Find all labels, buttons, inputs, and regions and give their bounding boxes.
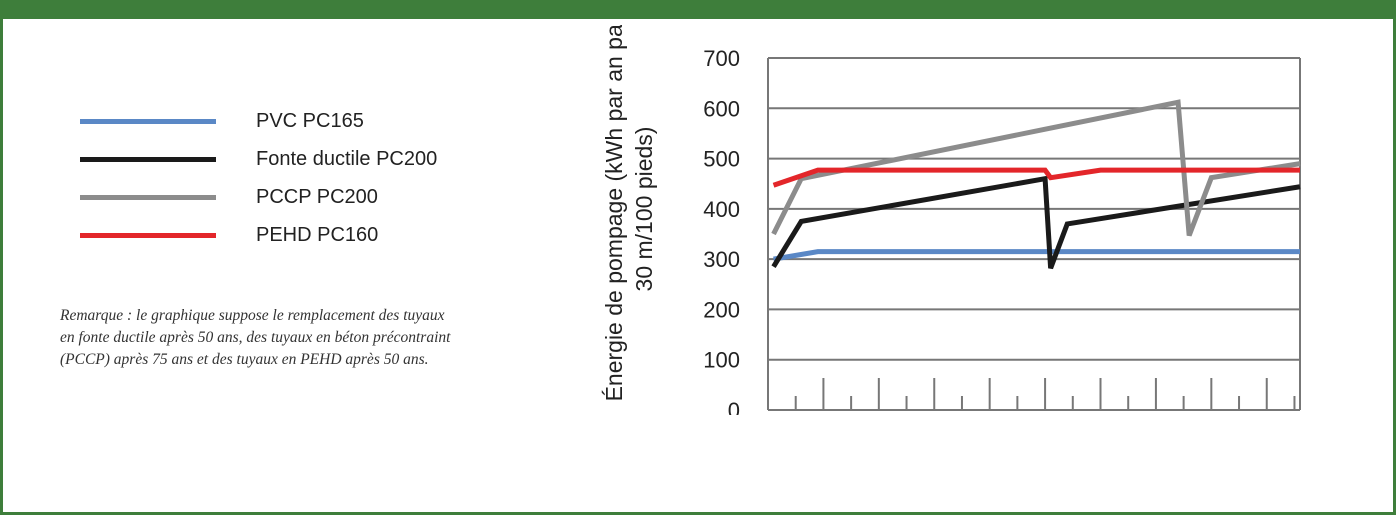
chart-note: Remarque : le graphique suppose le rempl… (60, 305, 550, 371)
legend-label-pvc: PVC PC165 (256, 110, 364, 132)
y-tick-label-200: 200 (703, 297, 740, 322)
note-line-3: (PCCP) après 75 ans et des tuyaux en PEH… (60, 351, 429, 368)
note-line-2: en fonte ductile après 50 ans, des tuyau… (60, 329, 451, 346)
y-tick-label-700: 700 (703, 46, 740, 71)
y-tick-label-100: 100 (703, 348, 740, 373)
legend-label-pccp: PCCP PC200 (256, 186, 378, 208)
note-line-1: Remarque : le graphique suppose le rempl… (60, 307, 445, 324)
y-tick-label-600: 600 (703, 96, 740, 121)
legend-swatch-pccp (80, 195, 216, 200)
series-line-0 (773, 249, 1300, 262)
legend-label-pehd: PEHD PC160 (256, 224, 379, 246)
y-tick-label-300: 300 (703, 247, 740, 272)
legend-item-pccp: PCCP PC200 (80, 182, 560, 212)
y-axis-title-line-1: Énergie de pompage (kWh par an par (601, 25, 627, 401)
y-tick-label-400: 400 (703, 197, 740, 222)
legend-label-ductile: Fonte ductile PC200 (256, 148, 438, 170)
y-tick-label-0: 0 (728, 398, 740, 415)
y-axis-title-line-2: 30 m/100 pieds) (631, 127, 657, 292)
legend-item-pehd: PEHD PC160 (80, 220, 560, 250)
series-line-1 (771, 175, 1301, 270)
legend-item-ductile: Fonte ductile PC200 (80, 144, 560, 174)
legend-swatch-pvc (80, 119, 216, 124)
legend-swatch-ductile (80, 157, 216, 162)
series-line-3 (772, 167, 1300, 188)
legend-item-pvc: PVC PC165 (80, 106, 560, 136)
legend-swatch-pehd (80, 233, 216, 238)
energy-line-chart: 0100200300400500600700010203040506070809… (601, 25, 1301, 415)
y-tick-label-500: 500 (703, 147, 740, 172)
y-axis-title: Énergie de pompage (kWh par an par 30 m/1… (601, 25, 657, 401)
